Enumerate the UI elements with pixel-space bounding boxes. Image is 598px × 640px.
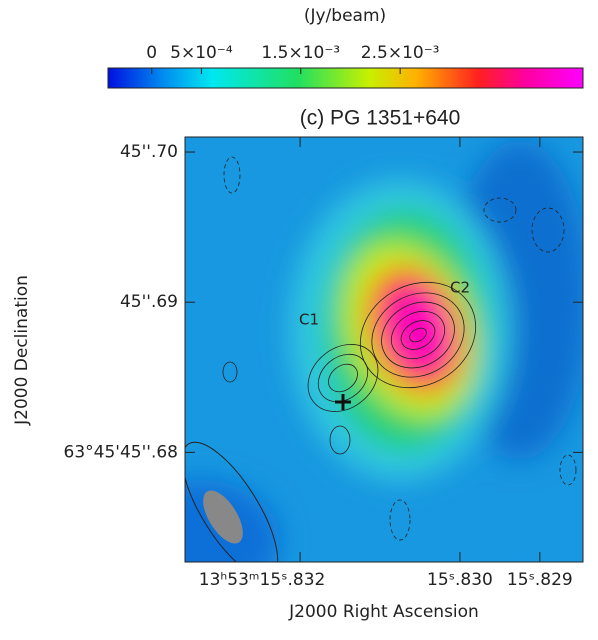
y-tick-label: 45''.69	[120, 292, 178, 312]
x-tick-label: 15ˢ.830	[427, 570, 493, 590]
y-axis-label: J2000 Declination	[12, 275, 32, 426]
colorbar-tick-label: 1.5×10⁻³	[261, 43, 340, 63]
annotation: C2	[450, 279, 470, 297]
colorbar	[107, 67, 584, 89]
colorbar-label: (Jy/beam)	[304, 6, 386, 26]
title: (c) PG 1351+640	[300, 107, 461, 130]
x-axis-label: J2000 Right Ascension	[288, 602, 479, 622]
annotation: C1	[299, 311, 319, 329]
x-tick-label: 15ˢ.829	[507, 570, 573, 590]
image	[185, 137, 583, 562]
y-tick-label: 45''.70	[120, 142, 178, 162]
plot-frame	[184, 136, 584, 563]
colorbar-tick-label: 0	[146, 43, 157, 63]
colorbar-tick-label: 5×10⁻⁴	[170, 43, 233, 63]
x-tick-label: 13ʰ53ᵐ15ˢ.832	[199, 570, 326, 590]
colorbar-tick-label: 2.5×10⁻³	[361, 43, 440, 63]
y-tick-label: 63°45'45''.68	[64, 442, 178, 462]
